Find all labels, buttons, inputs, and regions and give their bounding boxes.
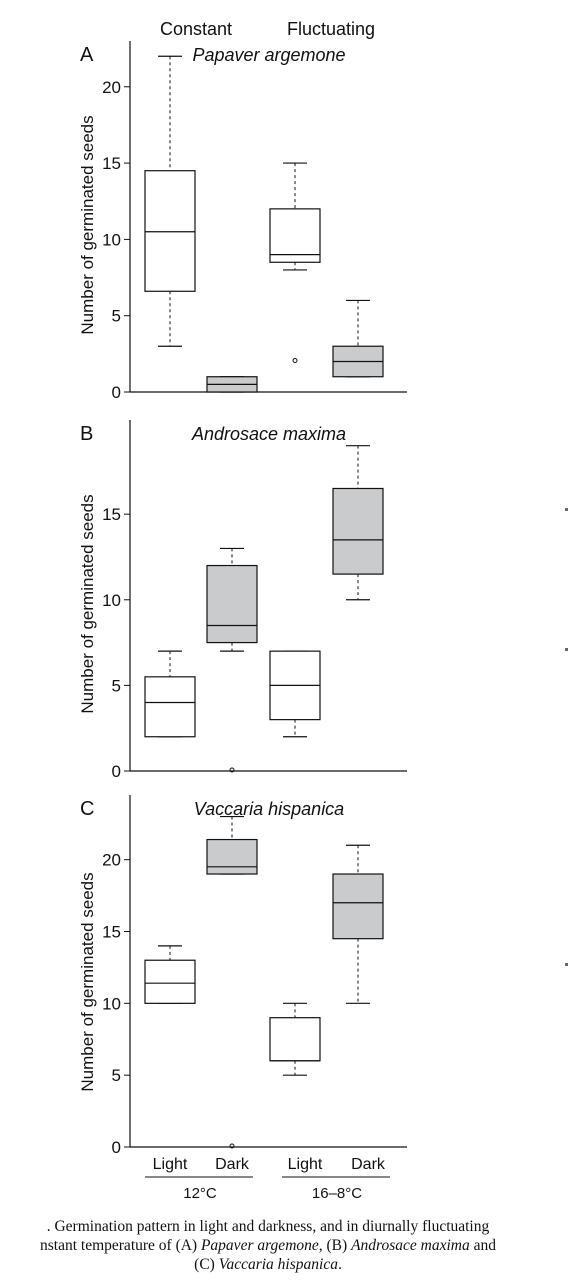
caption-text: . [337, 1256, 342, 1273]
y-tick-label-b: 10 [102, 591, 121, 610]
y-axis-label-b: Number of germinated seeds [78, 494, 97, 713]
caption-text: , (B) [318, 1237, 352, 1254]
caption-species-a: Papaver argemone [200, 1237, 319, 1254]
box-constant-dark-c [206, 838, 258, 875]
box-fluctuating-light-a [269, 208, 321, 263]
caption-line-3: (C) Vaccaria hispanica. [0, 1255, 548, 1274]
box-fluctuating-dark-c [332, 873, 384, 940]
edge-speck [565, 648, 568, 651]
box-constant-light-a [144, 170, 196, 292]
y-tick-label-b: 15 [102, 505, 121, 524]
y-tick-label-c: 20 [102, 851, 121, 870]
y-tick-label-c: 15 [102, 922, 121, 941]
y-tick-label-a: 10 [102, 230, 121, 249]
header-constant: Constant [160, 19, 232, 39]
box-constant-light-c [144, 959, 196, 1004]
caption-line-2: nstant temperature of (A) Papaver argemo… [0, 1236, 548, 1255]
panel-title-c: Vaccaria hispanica [194, 799, 344, 819]
x-label-constant-light: Light [153, 1156, 188, 1173]
temp-label-fluctuating: 16–8°C [312, 1185, 362, 1202]
panel-title-a: Papaver argemone [192, 45, 345, 65]
y-axis-label-c: Number of germinated seeds [78, 872, 97, 1091]
y-tick-label-a: 0 [112, 383, 121, 402]
box-fluctuating-dark-b [332, 487, 384, 575]
panel-title-b: Androsace maxima [191, 424, 346, 444]
plot-area: 0 5 10 15 20 0 5 10 15 0 5 10 15 20 [102, 41, 407, 1157]
y-axis-label-a: Number of germinated seeds [78, 115, 97, 334]
x-label-constant-dark: Dark [215, 1156, 250, 1173]
y-tick-label-c: 0 [112, 1138, 121, 1157]
box-constant-dark-b [206, 564, 258, 644]
y-tick-label-c: 5 [112, 1066, 121, 1085]
caption-text: nstant temperature of (A) [40, 1237, 201, 1254]
edge-speck [565, 508, 568, 511]
figure-caption: . Germination pattern in light and darkn… [0, 1217, 548, 1274]
x-label-fluctuating-dark: Dark [351, 1156, 386, 1173]
y-tick-label-a: 5 [112, 307, 121, 326]
outlier-constant-dark-c [229, 1143, 235, 1149]
y-tick-label-b: 5 [112, 676, 121, 695]
caption-text: and [469, 1237, 496, 1254]
panel-letter-b: B [80, 423, 93, 445]
caption-text: (C) [194, 1256, 219, 1273]
panel-letter-c: C [80, 798, 94, 820]
outlier-fluctuating-light-a [292, 357, 298, 363]
caption-species-b: Androsace maxima [351, 1237, 470, 1254]
x-label-fluctuating-light: Light [288, 1156, 323, 1173]
y-tick-label-a: 20 [102, 78, 121, 97]
y-tick-label-a: 15 [102, 154, 121, 173]
caption-line-1: . Germination pattern in light and darkn… [46, 1218, 490, 1235]
y-tick-label-b: 0 [112, 762, 121, 781]
panel-letter-a: A [80, 44, 94, 66]
header-fluctuating: Fluctuating [287, 19, 375, 39]
edge-speck [565, 963, 568, 966]
box-constant-light-b [144, 676, 196, 738]
temp-label-constant: 12°C [183, 1185, 217, 1202]
box-fluctuating-light-c [269, 1017, 321, 1062]
caption-species-c: Vaccaria hispanica [218, 1256, 338, 1273]
outlier-constant-dark-b [229, 767, 235, 773]
y-tick-label-c: 10 [102, 994, 121, 1013]
